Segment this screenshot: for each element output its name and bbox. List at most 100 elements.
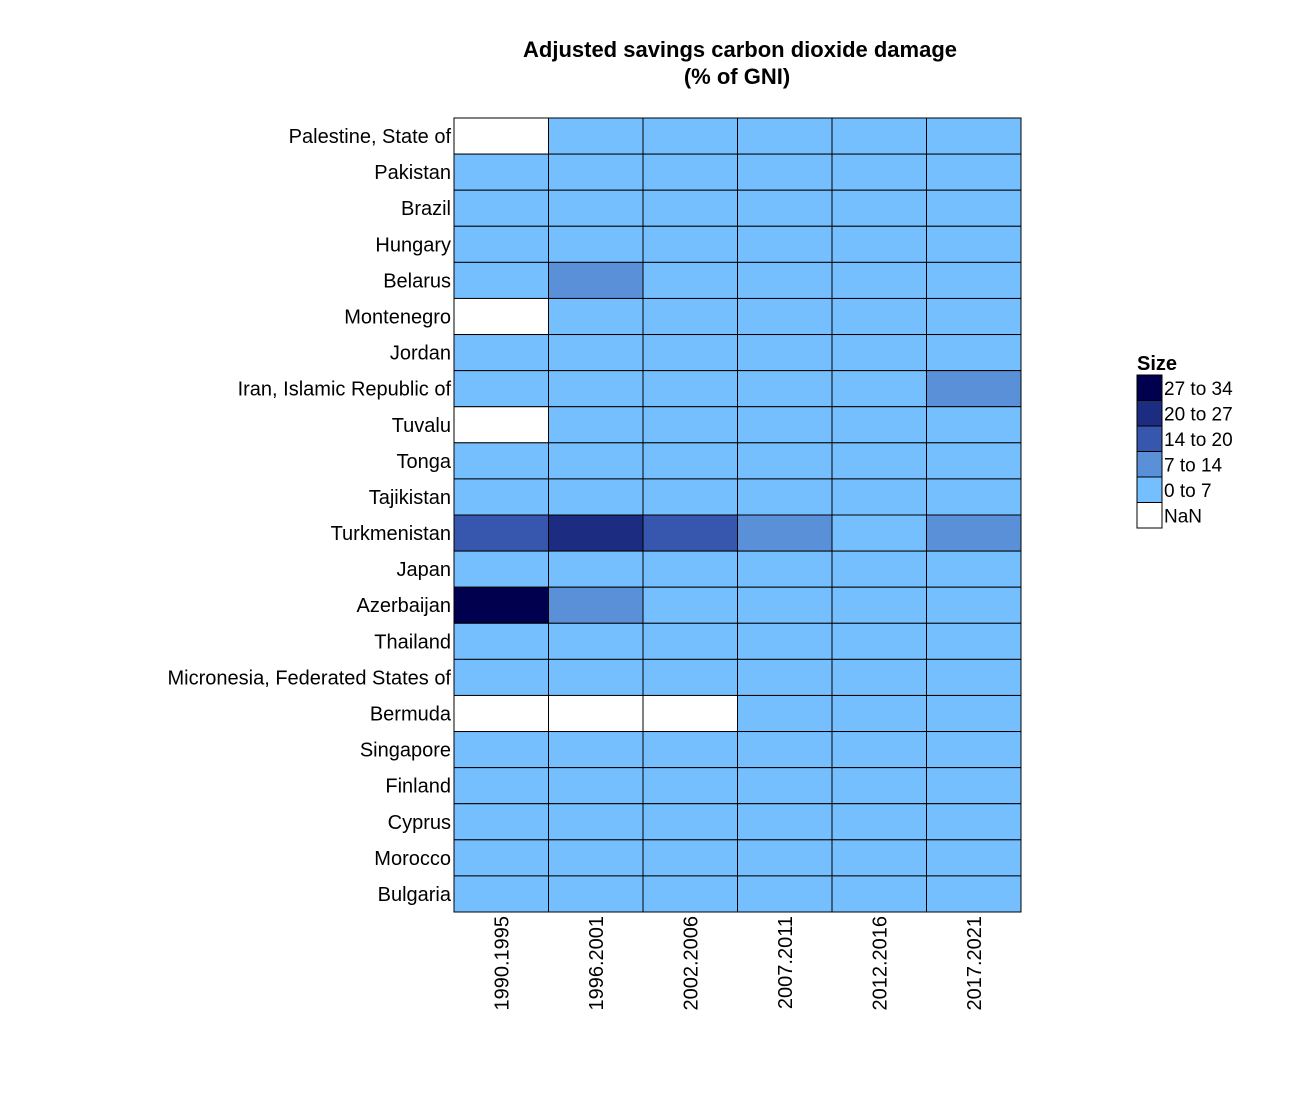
heatmap-cell bbox=[926, 334, 1022, 372]
heatmap-cell bbox=[453, 297, 549, 336]
heatmap-cell bbox=[453, 261, 549, 299]
heatmap-cell bbox=[548, 261, 644, 299]
heatmap-cell bbox=[831, 658, 927, 696]
row-label: Brazil bbox=[401, 198, 451, 220]
heatmap-cell bbox=[642, 586, 738, 624]
legend-label: 0 to 7 bbox=[1164, 481, 1212, 502]
heatmap-cell bbox=[642, 442, 738, 480]
heatmap-cell bbox=[737, 839, 833, 877]
heatmap-cell bbox=[926, 117, 1022, 155]
heatmap-cell bbox=[548, 586, 644, 624]
heatmap-cell bbox=[831, 767, 927, 805]
column-label: 2012.2016 bbox=[869, 916, 891, 1011]
heatmap-cell bbox=[548, 767, 644, 805]
legend-swatch bbox=[1136, 502, 1163, 529]
heatmap-cell bbox=[548, 370, 644, 408]
heatmap-cell bbox=[926, 731, 1022, 769]
chart-title-line-1: Adjusted savings carbon dioxide damage bbox=[523, 37, 957, 62]
heatmap-cell bbox=[548, 622, 644, 660]
heatmap-cell bbox=[737, 731, 833, 769]
row-label: Montenegro bbox=[344, 307, 451, 329]
column-label: 2002.2006 bbox=[680, 916, 702, 1011]
heatmap-cells bbox=[453, 117, 1022, 913]
heatmap-cell bbox=[642, 261, 738, 299]
heatmap-cell bbox=[642, 622, 738, 660]
heatmap-cell bbox=[548, 731, 644, 769]
heatmap-cell bbox=[548, 297, 644, 336]
heatmap-cell bbox=[831, 153, 927, 191]
legend-swatch bbox=[1136, 425, 1163, 452]
heatmap-cell bbox=[737, 442, 833, 480]
heatmap-cell bbox=[831, 297, 927, 336]
heatmap-cell bbox=[453, 189, 549, 227]
heatmap-cell bbox=[926, 442, 1022, 480]
heatmap-cell bbox=[926, 839, 1022, 877]
chart-title: Adjusted savings carbon dioxide damage (… bbox=[523, 37, 957, 89]
heatmap-cell bbox=[453, 514, 549, 552]
heatmap-cell bbox=[831, 731, 927, 769]
heatmap-cell bbox=[453, 586, 549, 624]
heatmap-cell bbox=[548, 803, 644, 841]
column-label: 2017.2021 bbox=[964, 916, 986, 1011]
row-label: Cyprus bbox=[388, 812, 451, 834]
row-label: Bulgaria bbox=[378, 884, 452, 906]
heatmap-cell bbox=[548, 334, 644, 372]
heatmap-cell bbox=[548, 875, 644, 913]
heatmap-cell bbox=[737, 334, 833, 372]
heatmap-cell bbox=[737, 117, 833, 155]
row-label: Turkmenistan bbox=[331, 523, 451, 545]
heatmap-cell bbox=[926, 514, 1022, 552]
heatmap-cell bbox=[831, 694, 927, 733]
heatmap-cell bbox=[737, 189, 833, 227]
heatmap-cell bbox=[831, 478, 927, 516]
heatmap-cell bbox=[926, 875, 1022, 913]
heatmap-cell bbox=[737, 406, 833, 444]
heatmap-cell bbox=[831, 261, 927, 299]
heatmap-cell bbox=[548, 694, 644, 733]
row-label: Bermuda bbox=[370, 704, 452, 726]
heatmap-cell bbox=[737, 478, 833, 516]
row-label: Singapore bbox=[360, 740, 451, 762]
heatmap-cell bbox=[737, 153, 833, 191]
heatmap-cell bbox=[548, 225, 644, 263]
legend-items: 27 to 34 20 to 27 14 to 20 7 to 14 0 to 7 NaN bbox=[1136, 374, 1233, 529]
heatmap-cell bbox=[737, 622, 833, 660]
heatmap-cell bbox=[926, 803, 1022, 841]
row-label: Micronesia, Federated States of bbox=[168, 667, 452, 689]
heatmap-cell bbox=[453, 225, 549, 263]
row-labels: Palestine, State of Pakistan Brazil Hungary… bbox=[168, 126, 452, 906]
row-label: Tajikistan bbox=[369, 487, 451, 509]
heatmap-cell bbox=[548, 442, 644, 480]
chart-title-line-2: (% of GNI) bbox=[684, 64, 790, 89]
row-label: Belarus bbox=[383, 270, 451, 292]
row-label: Finland bbox=[385, 776, 451, 798]
heatmap-cell bbox=[548, 658, 644, 696]
heatmap-cell bbox=[737, 514, 833, 552]
heatmap-cell bbox=[737, 586, 833, 624]
heatmap-cell bbox=[642, 514, 738, 552]
heatmap-cell bbox=[926, 406, 1022, 444]
heatmap-cell bbox=[642, 334, 738, 372]
row-label: Iran, Islamic Republic of bbox=[238, 379, 452, 401]
heatmap-cell bbox=[831, 117, 927, 155]
heatmap-cell bbox=[926, 550, 1022, 588]
heatmap-cell bbox=[453, 442, 549, 480]
heatmap-cell bbox=[737, 225, 833, 263]
heatmap-cell bbox=[548, 550, 644, 588]
heatmap-cell bbox=[831, 803, 927, 841]
heatmap-cell bbox=[831, 622, 927, 660]
heatmap-cell bbox=[642, 225, 738, 263]
row-label: Palestine, State of bbox=[289, 126, 452, 148]
heatmap-cell bbox=[926, 189, 1022, 227]
heatmap-cell bbox=[926, 225, 1022, 263]
heatmap-cell bbox=[831, 514, 927, 552]
heatmap-cell bbox=[737, 767, 833, 805]
heatmap-cell bbox=[831, 586, 927, 624]
legend-label: 20 to 27 bbox=[1164, 404, 1233, 425]
heatmap-cell bbox=[831, 406, 927, 444]
heatmap-cell bbox=[642, 767, 738, 805]
heatmap-cell bbox=[453, 694, 549, 733]
heatmap-cell bbox=[642, 550, 738, 588]
row-label: Pakistan bbox=[374, 162, 451, 184]
